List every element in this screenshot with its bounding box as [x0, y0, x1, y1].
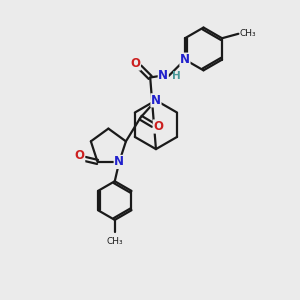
Text: N: N — [158, 70, 168, 83]
Text: N: N — [151, 94, 161, 107]
Text: O: O — [153, 120, 163, 133]
Text: H: H — [172, 71, 180, 81]
Text: O: O — [75, 149, 85, 163]
Text: CH₃: CH₃ — [240, 29, 256, 38]
Text: N: N — [180, 53, 190, 66]
Text: CH₃: CH₃ — [106, 237, 123, 246]
Text: O: O — [130, 57, 140, 70]
Text: N: N — [114, 155, 124, 168]
